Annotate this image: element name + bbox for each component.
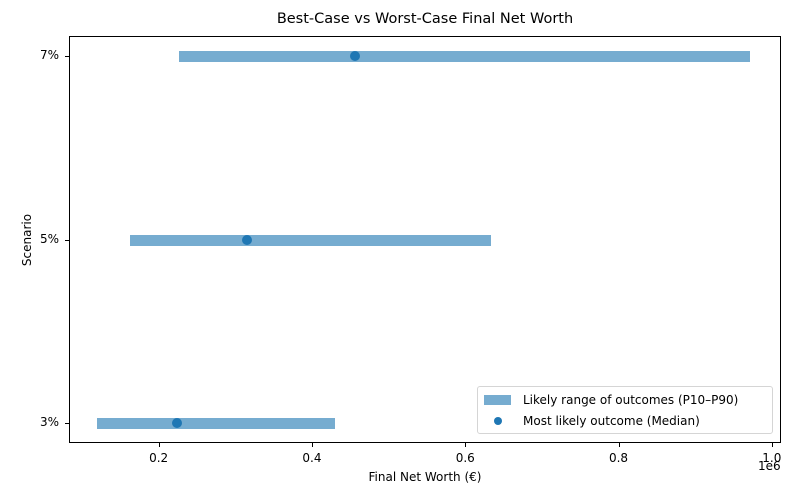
legend-item-median: Most likely outcome (Median) xyxy=(484,413,700,429)
x-axis-offset-label: 1e6 xyxy=(758,459,781,473)
x-tick xyxy=(158,443,160,447)
x-tick xyxy=(618,443,620,447)
median-dot xyxy=(241,235,252,245)
x-tick-label: 0.4 xyxy=(302,451,322,465)
range-bar xyxy=(97,417,335,429)
y-tick xyxy=(65,240,69,241)
x-tick xyxy=(465,443,467,447)
plot-area xyxy=(69,36,781,443)
x-tick xyxy=(311,443,313,447)
x-tick xyxy=(771,443,773,447)
y-tick xyxy=(65,423,69,424)
median-dot xyxy=(172,418,183,428)
legend-range-label: Likely range of outcomes (P10–P90) xyxy=(523,393,739,407)
y-tick-label: 3% xyxy=(39,415,59,429)
x-tick-label: 0.6 xyxy=(455,451,475,465)
legend-item-range: Likely range of outcomes (P10–P90) xyxy=(484,392,738,408)
y-tick-label: 5% xyxy=(39,232,59,246)
range-bar xyxy=(129,234,492,246)
x-tick-label: 0.2 xyxy=(149,451,169,465)
legend-median-label: Most likely outcome (Median) xyxy=(523,414,700,428)
range-bar xyxy=(179,50,750,62)
median-dot-swatch-icon xyxy=(494,417,502,425)
y-tick-label: 7% xyxy=(39,48,59,62)
x-tick-label: 0.8 xyxy=(608,451,629,465)
range-bar-swatch-icon xyxy=(484,395,511,405)
y-tick xyxy=(65,56,69,57)
legend: Likely range of outcomes (P10–P90) Most … xyxy=(477,386,773,434)
x-tick-label: 1.0 xyxy=(762,451,782,465)
x-axis-label: Final Net Worth (€) xyxy=(368,470,482,484)
median-dot xyxy=(349,51,360,61)
chart-title: Best-Case vs Worst-Case Final Net Worth xyxy=(276,11,574,27)
